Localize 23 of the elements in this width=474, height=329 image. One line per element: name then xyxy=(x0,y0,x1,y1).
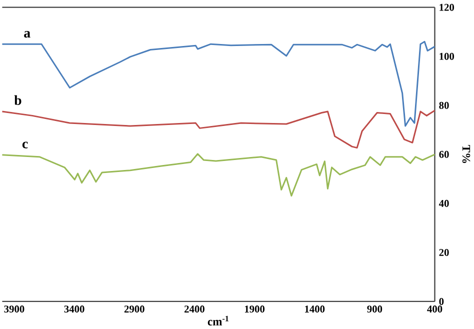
x-axis-title: cm$^{-1}$ xyxy=(208,316,229,326)
x-tick-label: 2400 xyxy=(184,305,204,312)
x-tick-label: 3400 xyxy=(64,305,84,312)
line-series xyxy=(1,110,436,148)
series-label: a xyxy=(24,30,30,38)
y-tick-label: 0 xyxy=(439,298,444,305)
y-tick-label: 120 xyxy=(440,4,454,11)
x-tick-label: 3900 xyxy=(4,305,24,312)
x-tick-label: 400 xyxy=(427,305,442,312)
y-tick-label: 20 xyxy=(439,248,449,256)
y-tick-label: 40 xyxy=(438,200,449,207)
y-tick-label: 60 xyxy=(439,150,449,158)
x-tick-label: 2900 xyxy=(124,305,144,312)
y-axis-title: T% xyxy=(462,144,470,163)
x-tick-label: 1900 xyxy=(244,305,265,312)
series-label: b xyxy=(14,95,22,105)
y-tick-label: 100 xyxy=(440,52,454,60)
y-tick-label: 80 xyxy=(439,102,449,109)
line-series xyxy=(1,153,436,196)
x-tick-label: 900 xyxy=(367,305,382,312)
x-tick-label: 1400 xyxy=(305,305,325,312)
series-label: c xyxy=(22,142,28,148)
line-series xyxy=(1,40,436,127)
